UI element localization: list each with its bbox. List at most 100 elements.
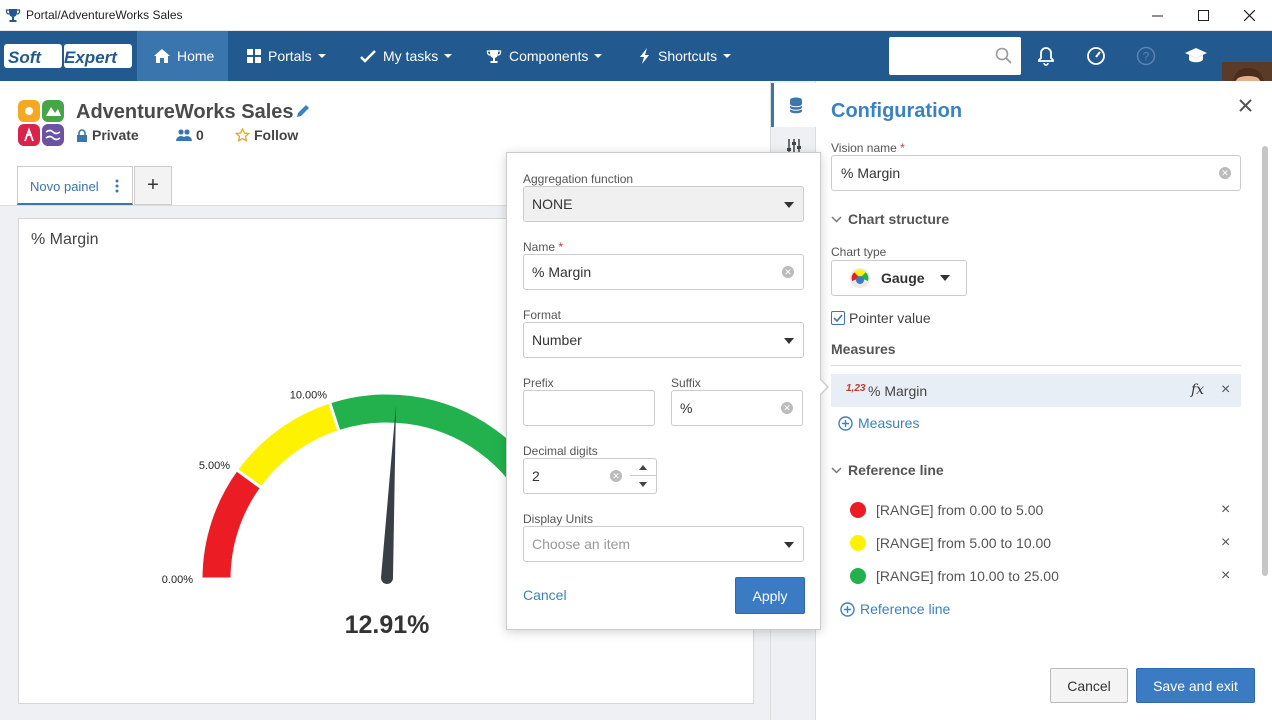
search-input[interactable] xyxy=(889,37,1021,75)
measure-item[interactable]: 1,23 % Margin fx × xyxy=(831,374,1241,407)
add-measures-link[interactable]: Measures xyxy=(838,415,919,431)
gauge-chart-icon xyxy=(850,268,870,288)
maximize-button[interactable] xyxy=(1180,0,1226,31)
nav-components[interactable]: Components xyxy=(486,31,603,81)
chevron-down-icon xyxy=(831,466,842,474)
popover-arrow-inner xyxy=(819,379,827,395)
prefix-input[interactable] xyxy=(523,390,655,426)
members-count[interactable]: 0 xyxy=(176,127,204,143)
window-title: Portal/AdventureWorks Sales xyxy=(26,8,183,22)
vision-name-input[interactable]: % Margin ✕ xyxy=(831,155,1241,191)
remove-range-icon[interactable]: × xyxy=(1221,567,1231,584)
range-color-swatch xyxy=(850,502,866,518)
chevron-down-icon xyxy=(831,215,842,223)
config-scrollbar[interactable] xyxy=(1262,146,1268,576)
nav-my-tasks[interactable]: My tasks xyxy=(360,31,453,81)
database-icon xyxy=(789,97,802,113)
chevron-down-icon xyxy=(594,54,603,58)
home-icon xyxy=(154,49,170,63)
gauge-band-0 xyxy=(199,467,264,581)
decrement-button[interactable] xyxy=(630,476,656,493)
svg-text:Expert: Expert xyxy=(64,48,118,67)
data-source-tool[interactable] xyxy=(771,83,817,127)
pencil-icon[interactable] xyxy=(296,104,310,118)
nav-shortcuts[interactable]: Shortcuts xyxy=(639,31,732,81)
chart-structure-section[interactable]: Chart structure xyxy=(831,211,949,227)
trophy-icon xyxy=(5,9,21,22)
name-input[interactable]: % Margin ✕ xyxy=(523,254,804,290)
users-icon xyxy=(176,129,192,141)
format-select[interactable]: Number xyxy=(523,322,804,358)
kebab-menu-icon[interactable] xyxy=(115,179,119,193)
gauge-tick-label: 10.00% xyxy=(290,389,328,401)
gauge-icon xyxy=(1087,47,1105,65)
star-icon xyxy=(235,128,250,142)
clear-icon[interactable]: ✕ xyxy=(1219,167,1231,179)
chevron-down-icon xyxy=(784,542,794,548)
remove-range-icon[interactable]: × xyxy=(1221,534,1231,551)
decimal-digits-stepper[interactable] xyxy=(630,458,657,494)
nav-portals[interactable]: Portals xyxy=(247,31,326,81)
notifications-button[interactable] xyxy=(1021,31,1071,81)
display-units-label: Display Units xyxy=(523,512,594,526)
apply-button[interactable]: Apply xyxy=(735,577,805,614)
plus-circle-icon xyxy=(838,415,853,431)
formula-icon[interactable]: fx xyxy=(1191,382,1205,398)
gauge-band-1 xyxy=(234,400,341,490)
display-units-select[interactable]: Choose an item xyxy=(523,526,804,562)
suffix-label: Suffix xyxy=(671,376,701,390)
gauge-alerts-button[interactable] xyxy=(1071,31,1121,81)
suffix-input[interactable]: % ✕ xyxy=(671,390,803,426)
reference-line-section[interactable]: Reference line xyxy=(831,462,944,478)
range-color-swatch xyxy=(850,535,866,551)
range-row[interactable]: [RANGE] from 10.00 to 25.00 xyxy=(850,565,1059,587)
close-window-button[interactable] xyxy=(1226,0,1272,31)
softexpert-logo[interactable]: Soft Expert xyxy=(4,42,132,70)
gauge-tick-label: 0.00% xyxy=(162,574,193,586)
tabs-divider xyxy=(0,205,770,206)
clear-icon[interactable]: ✕ xyxy=(781,402,793,414)
measures-divider xyxy=(831,365,1241,366)
decimal-digits-label: Decimal digits xyxy=(523,444,598,458)
chart-type-select[interactable]: Gauge xyxy=(831,260,967,296)
add-tab-button[interactable]: + xyxy=(134,166,172,205)
close-icon[interactable] xyxy=(1239,99,1252,112)
close-icon xyxy=(1243,10,1255,21)
trophy-icon xyxy=(486,49,502,63)
aggregation-select[interactable]: NONE xyxy=(523,186,804,222)
decimal-digits-input[interactable]: 2 ✕ xyxy=(523,458,631,494)
range-row[interactable]: [RANGE] from 5.00 to 10.00 xyxy=(850,532,1051,554)
add-reference-line-link[interactable]: Reference line xyxy=(840,601,950,617)
save-and-exit-button[interactable]: Save and exit xyxy=(1136,668,1255,703)
follow-button[interactable]: Follow xyxy=(235,127,298,143)
format-label: Format xyxy=(523,308,562,322)
pointer-value-checkbox[interactable] xyxy=(831,311,845,325)
popover-cancel-link[interactable]: Cancel xyxy=(523,587,567,603)
plus-icon: + xyxy=(147,174,159,196)
grid-icon xyxy=(247,49,261,63)
page-title: AdventureWorks Sales xyxy=(76,101,294,123)
check-icon xyxy=(360,49,376,63)
widget-title: % Margin xyxy=(31,231,99,248)
nav-home[interactable]: Home xyxy=(137,31,228,81)
clear-icon[interactable]: ✕ xyxy=(610,470,622,482)
portal-logo-icon xyxy=(18,100,64,146)
chevron-down-icon xyxy=(939,275,950,281)
minimize-button[interactable] xyxy=(1134,0,1180,31)
tab-novo-painel[interactable]: Novo painel xyxy=(17,166,133,205)
remove-measure-icon[interactable]: × xyxy=(1221,381,1231,398)
remove-range-icon[interactable]: × xyxy=(1221,501,1231,518)
bolt-icon xyxy=(640,48,649,64)
learning-button[interactable] xyxy=(1171,31,1221,81)
range-row[interactable]: [RANGE] from 0.00 to 5.00 xyxy=(850,499,1043,521)
numeric-measure-icon: 1,23 xyxy=(846,383,866,394)
prefix-label: Prefix xyxy=(523,376,554,390)
plus-circle-icon xyxy=(840,601,855,617)
cancel-button[interactable]: Cancel xyxy=(1050,668,1128,703)
clear-icon[interactable]: ✕ xyxy=(782,266,794,278)
increment-button[interactable] xyxy=(630,459,656,476)
search-icon[interactable] xyxy=(995,47,1013,65)
gauge-tick-label: 5.00% xyxy=(199,460,230,472)
help-button[interactable]: ? xyxy=(1121,31,1171,81)
main-navbar: Soft Expert Home Portals My tasks Compon… xyxy=(0,31,1272,112)
